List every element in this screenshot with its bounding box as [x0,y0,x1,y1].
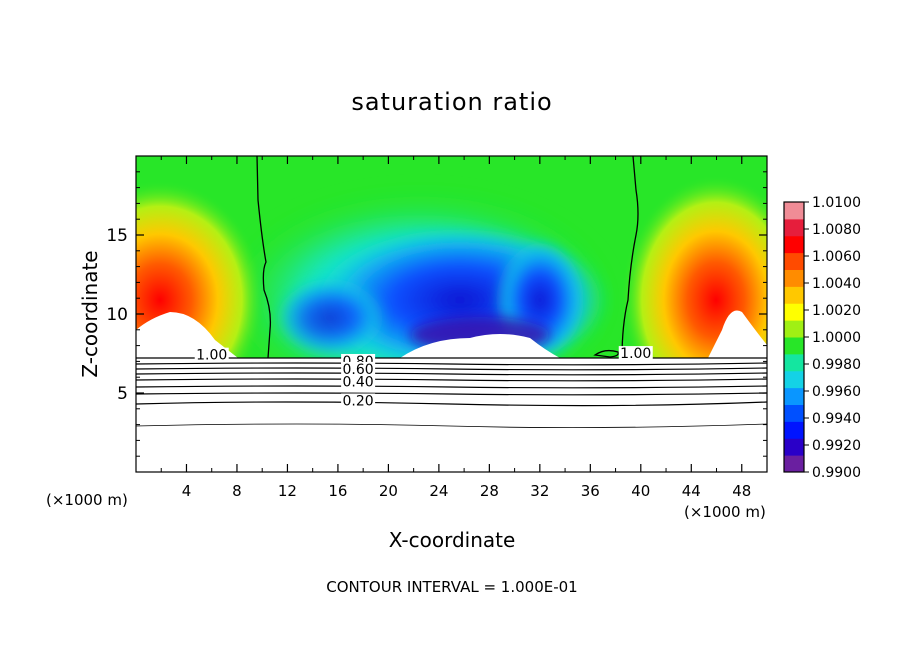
clear-zone-left [136,312,238,358]
colorbar-label: 0.9920 [812,438,861,454]
colorbar-segment [784,252,804,270]
x-tick-label: 40 [631,482,650,500]
x-tick-label: 28 [480,482,499,500]
contour-label: 0.20 [343,393,374,409]
colorbar-label: 0.9940 [812,411,861,427]
x-unit-label-left: (×1000 m) [46,491,128,509]
colorbar-segment [784,218,804,237]
colorbar-label: 1.0100 [812,195,861,211]
colorbar-label: 0.9980 [812,357,861,373]
unity-contour-right [621,156,639,359]
x-tick-label: 48 [732,482,751,500]
x-tick-label: 12 [278,482,297,500]
x-tick-label: 8 [232,482,242,500]
contour-line-0.20 [136,423,767,428]
x-tick-label: 44 [682,482,701,500]
contour-label: 1.00 [620,346,651,362]
colorbar-label: 0.9900 [812,465,861,481]
colorbar-label: 1.0060 [812,249,861,265]
contour-label: 0.40 [343,375,374,391]
colorbar-segment [784,337,804,355]
y-tick-label: 15 [106,226,128,246]
y-tick-label: 10 [106,305,128,325]
contour-label-bg [618,346,653,360]
contour-label: 1.00 [196,348,227,364]
x-tick-label: 16 [328,482,347,500]
unity-contour-left [256,156,272,359]
heatmap-field [136,156,767,472]
colorbar-segment [784,202,804,220]
contour-label-bg [341,361,376,375]
colorbar-segment [784,353,804,372]
x-unit-label-right: (×1000 m) [684,503,766,521]
blue-region-west [275,278,385,358]
contour-line-0.40 [136,392,767,396]
x-tick-label: 4 [182,482,192,500]
colorbar-segment [784,421,804,439]
contour-label-bg [341,374,376,388]
colorbar-segment [784,387,804,405]
contour-interval-note: CONTOUR INTERVAL = 1.000E-01 [326,578,578,596]
x-tick-label: 24 [429,482,448,500]
contour-line-0.30 [136,401,767,407]
unity-contour-island [593,349,619,358]
colorbar-segment [784,404,804,422]
x-axis: 4 8 12 16 20 24 28 32 36 40 44 48 [160,156,751,500]
chart-title: saturation ratio [351,88,553,116]
clear-zone-center [400,334,560,358]
colorbar-segment [784,455,804,473]
contour-line-0.50 [136,385,767,389]
colorbar-segment [784,303,804,321]
x-tick-label: 32 [530,482,549,500]
colorbar-label: 0.9960 [812,384,861,400]
y-axis: 5 10 15 [106,171,767,457]
colorbar-segment [784,235,804,254]
colorbar-segment [784,370,804,389]
x-tick-label: 20 [379,482,398,500]
contour-labels: 1.001.000.800.600.400.20 [194,346,653,409]
colorbar-segment [784,320,804,338]
colorbar-segment [784,438,804,456]
contour-lines [136,357,767,428]
colorbar-segment [784,286,804,304]
colorbar-label: 1.0000 [812,330,861,346]
unity-contours [256,156,639,359]
x-tick-label: 36 [581,482,600,500]
x-axis-label: X-coordinate [388,528,516,552]
y-axis-label: Z-coordinate [78,250,102,378]
contour-label: 0.60 [343,362,374,378]
contour-line-0.90 [136,362,767,366]
contour-line-0.70 [136,372,767,376]
colorbar-label: 1.0020 [812,303,861,319]
y-tick-label: 5 [117,384,128,404]
contour-label-bg [341,393,376,407]
colorbar-label: 1.0080 [812,222,861,238]
colorbar-segment [784,269,804,287]
contour-line-0.60 [136,378,767,382]
contour-line-0.80 [136,367,767,371]
colorbar-label: 1.0040 [812,276,861,292]
subsaturated-region [136,358,767,472]
colorbar: 1.0100 1.0080 1.0060 1.0040 1.0020 1.0000 0.99… [783,195,861,481]
clear-zone-right [708,310,767,358]
contour-label-bg [194,347,229,361]
